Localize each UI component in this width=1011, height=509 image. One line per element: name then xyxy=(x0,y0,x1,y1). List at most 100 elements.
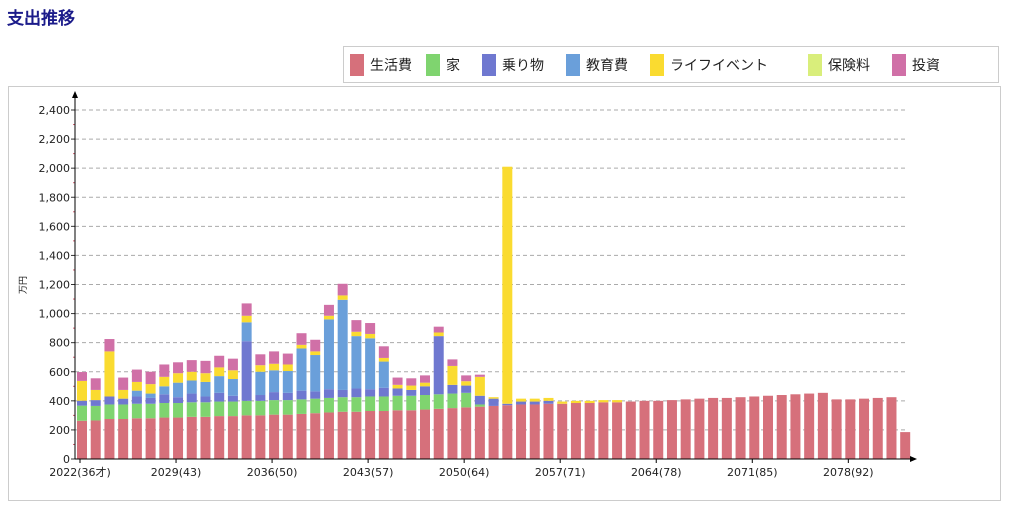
bar-segment xyxy=(365,333,376,339)
bar-segment xyxy=(323,397,334,413)
bar-segment xyxy=(351,336,362,389)
bar-segment xyxy=(886,397,897,459)
bar-segment xyxy=(310,351,321,356)
bar-segment xyxy=(433,394,444,409)
bar-segment xyxy=(420,409,430,459)
legend-label: 教育費 xyxy=(586,57,628,74)
bar-segment xyxy=(200,396,211,403)
bar-segment xyxy=(255,415,266,459)
bar-segment xyxy=(296,413,307,459)
bar-segment xyxy=(282,400,293,415)
bar-segment xyxy=(406,378,417,386)
y-tick-label: 2,200 xyxy=(39,133,71,146)
bar-segment xyxy=(529,404,540,459)
bar-segment xyxy=(474,376,485,396)
y-tick-label: 0 xyxy=(63,453,70,466)
bar-segment xyxy=(310,355,321,392)
bar-segment xyxy=(186,402,197,417)
bar-segment xyxy=(255,400,266,416)
bar-segment xyxy=(420,386,430,396)
bar-segment xyxy=(104,339,115,352)
legend-item[interactable]: ライフイベント xyxy=(650,53,768,76)
bar-segment xyxy=(90,405,101,421)
bar-segment xyxy=(173,362,184,374)
bar-segment xyxy=(516,398,527,402)
bar-segment xyxy=(131,381,142,391)
legend-item[interactable]: 教育費 xyxy=(566,53,628,76)
bar-segment xyxy=(323,319,334,390)
y-tick-label: 2,400 xyxy=(39,104,71,117)
bar-segment xyxy=(227,379,238,396)
bar-segment xyxy=(543,400,554,404)
legend-swatch xyxy=(892,53,906,76)
bar-segment xyxy=(680,399,691,459)
bar-segment xyxy=(186,380,197,394)
legend-label: 家 xyxy=(446,57,460,74)
bar-segment xyxy=(269,400,280,415)
bar-segment xyxy=(392,384,403,389)
bar-segment xyxy=(776,395,787,459)
bar-segment xyxy=(145,403,156,419)
bar-segment xyxy=(420,395,430,410)
bar-segment xyxy=(159,376,170,387)
bar-segment xyxy=(214,376,225,393)
bar-segment xyxy=(104,396,115,405)
bar-segment xyxy=(159,394,170,404)
bar-segment xyxy=(474,395,485,405)
bar-segment xyxy=(323,304,334,316)
bar-segment xyxy=(474,406,485,459)
x-tick-label: 2057(71) xyxy=(535,466,586,479)
x-tick-label: 2078(92) xyxy=(823,466,874,479)
bar-segment xyxy=(378,387,389,397)
bar-segment xyxy=(461,407,472,459)
bar-segment xyxy=(214,355,225,368)
bar-segment xyxy=(214,416,225,459)
chart-frame xyxy=(8,86,1001,501)
bar-segment xyxy=(269,392,280,401)
bar-segment xyxy=(282,364,293,372)
legend-label: 乗り物 xyxy=(502,57,544,74)
bar-segment xyxy=(173,373,184,383)
bar-segment xyxy=(118,404,129,420)
page-title: 支出推移 xyxy=(7,9,75,29)
bar-segment xyxy=(323,412,334,459)
bar-segment xyxy=(433,332,444,337)
bar-segment xyxy=(241,322,252,342)
bar-segment xyxy=(378,346,389,358)
bar-segment xyxy=(200,416,211,459)
legend-item[interactable]: 乗り物 xyxy=(482,53,544,76)
legend-item[interactable]: 投資 xyxy=(892,53,940,76)
bar-segment xyxy=(104,404,115,420)
bar-segment xyxy=(420,375,430,383)
bar-segment xyxy=(378,396,389,412)
bar-segment xyxy=(433,336,444,395)
bar-segment xyxy=(227,358,238,371)
bar-segment xyxy=(145,397,156,404)
bar-segment xyxy=(488,397,499,399)
bar-segment xyxy=(721,397,732,459)
bar-segment xyxy=(186,393,197,403)
bar-segment xyxy=(392,377,403,385)
bar-segment xyxy=(378,411,389,459)
legend-item[interactable]: 家 xyxy=(426,53,460,76)
bar-segment xyxy=(447,408,458,459)
bar-segment xyxy=(90,389,101,401)
x-tick-label: 2064(78) xyxy=(631,466,682,479)
bar-segment xyxy=(104,351,115,397)
bar-segment xyxy=(255,371,266,396)
bar-segment xyxy=(406,389,417,396)
legend-item[interactable]: 保険料 xyxy=(808,53,870,76)
bar-segment xyxy=(447,384,458,394)
bar-segment xyxy=(502,405,513,459)
bar-segment xyxy=(296,399,307,414)
legend-swatch xyxy=(650,53,664,76)
chart-legend: 生活費 家 乗り物 教育費 ライフイベント 保険料 投資 xyxy=(343,46,999,83)
legend-item[interactable]: 生活費 xyxy=(350,53,412,76)
bar-segment xyxy=(90,420,101,459)
bar-segment xyxy=(131,369,142,382)
bar-segment xyxy=(227,395,238,402)
bar-segment xyxy=(557,403,568,459)
bar-segment xyxy=(529,398,540,402)
bar-segment xyxy=(584,403,595,459)
